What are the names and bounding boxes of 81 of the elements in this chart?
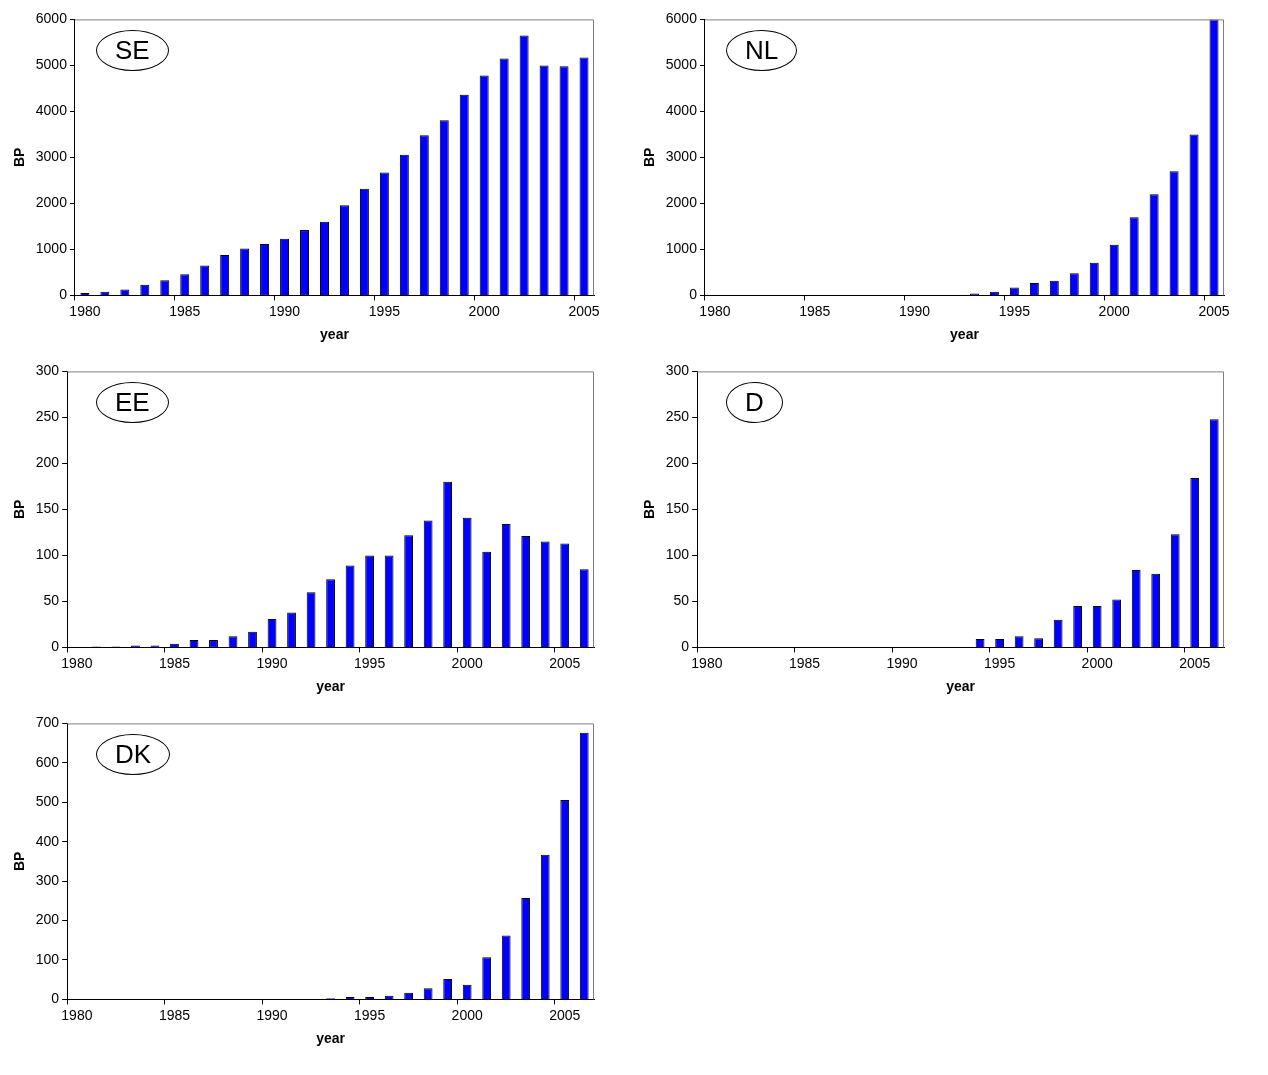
x-tick-label: 1985 [169,302,201,319]
annotation: NL [726,30,798,71]
x-tick-label: 1990 [268,302,301,319]
x-tick-label: 1980 [61,654,93,671]
x-tick-label: 1995 [984,654,1016,671]
x-axis-title: year [316,678,346,695]
y-tick-label: 0 [51,638,60,655]
x-tick-label: 2000 [1098,302,1130,319]
y-tick-label: 1000 [665,240,698,257]
annotation: DK [96,734,171,775]
x-tick-label: 2005 [568,302,600,319]
y-tick-label: 0 [681,638,690,655]
y-axis-title: BP [11,147,28,168]
y-tick-label: 50 [43,592,60,609]
y-tick-label: 300 [35,362,60,379]
y-tick-label: 500 [35,793,60,810]
x-tick-label: 1995 [368,302,401,319]
y-tick-label: 50 [673,592,690,609]
x-axis-title: year [320,326,350,343]
y-tick-label: 600 [35,753,60,770]
y-tick-label: 200 [665,454,690,471]
x-tick-label: 1995 [354,654,386,671]
x-tick-label: 1995 [998,302,1031,319]
x-tick-label: 1980 [699,302,731,319]
y-axis-title: BP [641,499,658,520]
x-tick-label: 1980 [61,1006,93,1023]
y-tick-label: 100 [35,546,60,563]
x-tick-label: 1980 [691,654,723,671]
x-tick-label: 1990 [898,302,931,319]
y-tick-label: 0 [689,286,698,303]
x-tick-label: 2000 [451,1006,483,1023]
y-tick-label: 150 [665,500,690,517]
y-tick-label: 4000 [665,102,698,119]
y-tick-label: 3000 [35,148,68,165]
y-tick-label: 5000 [35,56,68,73]
x-tick-label: 1985 [158,654,191,671]
y-tick-label: 250 [35,408,60,425]
y-tick-label: 6000 [35,10,68,27]
x-tick-label: 1990 [256,654,288,671]
y-tick-label: 4000 [35,102,68,119]
y-tick-label: 200 [35,911,60,928]
x-tick-label: 2005 [549,1006,581,1023]
x-tick-label: 1985 [799,302,831,319]
x-tick-label: 2000 [451,654,483,671]
y-tick-label: 400 [35,832,60,849]
y-tick-label: 2000 [35,194,68,211]
x-tick-label: 2005 [1179,654,1211,671]
x-tick-label: 1985 [158,1006,191,1023]
x-axis-title: year [950,326,980,343]
y-tick-label: 6000 [665,10,698,27]
y-tick-label: 0 [51,990,60,1007]
y-tick-label: 3000 [665,148,698,165]
x-tick-label: 2000 [468,302,500,319]
annotation: SE [96,30,169,71]
x-tick-label: 1990 [256,1006,288,1023]
y-axis-title: BP [11,499,28,520]
y-tick-label: 100 [665,546,690,563]
x-tick-label: 1980 [69,302,101,319]
y-tick-label: 250 [665,408,690,425]
y-tick-label: 200 [35,454,60,471]
x-tick-label: 1985 [788,654,821,671]
annotation: EE [96,382,169,423]
y-tick-label: 700 [35,714,60,731]
x-tick-label: 2000 [1081,654,1113,671]
x-axis-title: year [316,1030,346,1047]
y-tick-label: 1000 [35,240,68,257]
y-tick-label: 100 [35,950,60,967]
x-axis-title: year [946,678,976,695]
x-tick-label: 2005 [549,654,581,671]
y-tick-label: 300 [665,362,690,379]
y-axis-title: BP [641,147,658,168]
y-tick-label: 2000 [665,194,698,211]
x-tick-label: 1990 [886,654,918,671]
annotation: D [726,382,783,423]
x-tick-label: 2005 [1198,302,1230,319]
y-axis-title: BP [11,851,28,872]
y-tick-label: 150 [35,500,60,517]
y-tick-label: 0 [59,286,68,303]
x-tick-label: 1995 [354,1006,386,1023]
y-tick-label: 5000 [665,56,698,73]
y-tick-label: 300 [35,871,60,888]
